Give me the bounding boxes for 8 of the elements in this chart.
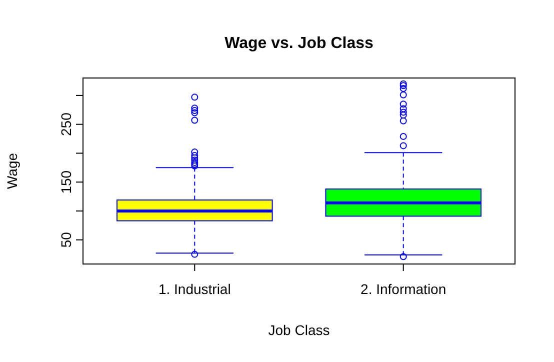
y-tick-label: 150	[58, 170, 74, 194]
x-tick-label: 2. Information	[360, 281, 446, 297]
chart-title: Wage vs. Job Class	[224, 35, 374, 52]
x-tick-label: 1. Industrial	[158, 281, 231, 297]
y-tick-label: 50	[58, 232, 74, 248]
x-axis-title: Job Class	[268, 322, 330, 338]
y-tick-label: 250	[58, 112, 74, 136]
y-axis-title: Wage	[4, 152, 20, 190]
